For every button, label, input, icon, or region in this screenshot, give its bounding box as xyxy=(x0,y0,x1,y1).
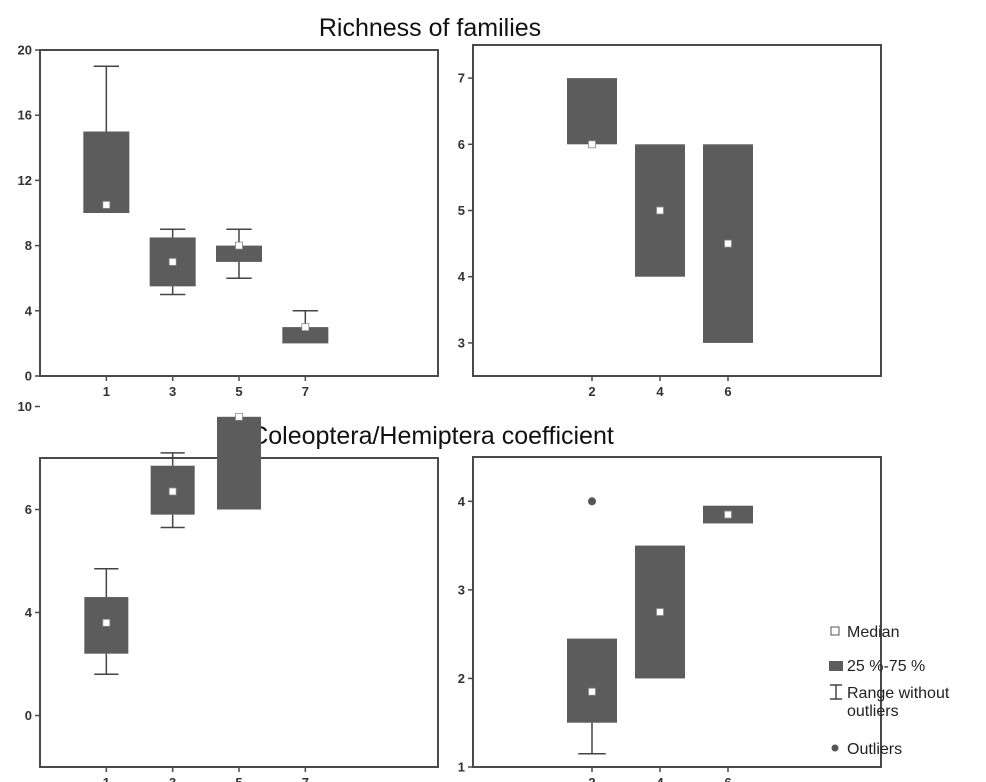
y-tick-label: 1 xyxy=(458,760,465,775)
legend-iqr-swatch xyxy=(829,661,843,671)
y-tick-label: 3 xyxy=(458,582,465,597)
plot-frame xyxy=(472,456,882,768)
median-marker xyxy=(724,239,732,248)
median-marker xyxy=(656,206,664,215)
median-marker xyxy=(235,412,243,421)
y-tick-label: 4 xyxy=(25,605,33,620)
x-tick-label: 4 xyxy=(656,775,664,782)
y-tick-label: 4 xyxy=(458,494,466,509)
x-tick-label: 3 xyxy=(169,384,176,399)
iqr-box xyxy=(83,131,130,213)
y-tick-label: 6 xyxy=(25,502,32,517)
x-tick-label: 1 xyxy=(103,775,110,782)
x-tick-label: 4 xyxy=(656,384,664,399)
x-tick-label: 6 xyxy=(724,775,731,782)
y-tick-label: 0 xyxy=(25,369,32,384)
y-tick-label: 0 xyxy=(25,708,32,723)
y-tick-label: 10 xyxy=(18,399,32,414)
x-tick-label: 5 xyxy=(235,775,242,782)
x-tick-label: 1 xyxy=(103,384,110,399)
plot-richness-odd-sites: 0 4 8 12 16 20 1 3 5 7 xyxy=(18,43,439,399)
median-marker xyxy=(102,200,111,209)
y-tick-label: 7 xyxy=(458,71,465,86)
section-title-coefficient: Coleoptera/Hemiptera coefficient xyxy=(250,422,614,450)
y-tick-label: 20 xyxy=(18,43,32,58)
median-marker xyxy=(168,257,177,266)
iqr-box xyxy=(217,416,261,510)
iqr-box xyxy=(282,327,329,344)
y-tick-label: 2 xyxy=(458,671,465,686)
plot-richness-even-sites: 3 4 5 6 7 2 4 6 xyxy=(458,44,882,399)
legend: Median 25 %-75 % Range without outliers … xyxy=(829,624,950,758)
median-marker xyxy=(235,241,243,250)
median-marker xyxy=(656,608,664,616)
y-tick-label: 16 xyxy=(18,108,32,123)
iqr-box xyxy=(567,638,617,723)
legend-range-icon xyxy=(830,684,842,700)
x-tick-label: 7 xyxy=(302,384,309,399)
legend-outlier-swatch xyxy=(831,744,839,752)
legend-range-label-line2: outliers xyxy=(847,703,899,720)
x-tick-label: 6 xyxy=(724,384,731,399)
legend-range-label-line1: Range without xyxy=(847,685,950,702)
iqr-box xyxy=(567,78,617,145)
plot-coefficient-even-sites: 1 2 3 4 2 4 6 xyxy=(458,456,882,782)
y-tick-label: 8 xyxy=(25,238,32,253)
x-tick-label: 5 xyxy=(235,384,242,399)
y-tick-label: 12 xyxy=(18,173,32,188)
legend-iqr-label: 25 %-75 % xyxy=(847,658,925,675)
y-tick-label: 3 xyxy=(458,335,465,350)
iqr-box xyxy=(216,245,262,262)
legend-median-swatch xyxy=(830,626,840,636)
legend-median-label: Median xyxy=(847,624,899,641)
outlier-point xyxy=(588,497,596,506)
section-title-richness: Richness of families xyxy=(319,14,541,42)
x-tick-label: 3 xyxy=(169,775,176,782)
y-tick-label: 4 xyxy=(458,269,466,284)
y-tick-label: 4 xyxy=(25,303,33,318)
median-marker xyxy=(588,687,596,696)
x-tick-label: 2 xyxy=(588,384,595,399)
legend-outliers-label: Outliers xyxy=(847,741,902,758)
x-tick-label: 2 xyxy=(588,775,595,782)
median-marker xyxy=(724,510,732,519)
y-tick-label: 6 xyxy=(458,137,465,152)
median-marker xyxy=(301,323,310,332)
y-tick-label: 5 xyxy=(458,203,465,218)
median-marker xyxy=(588,140,596,149)
median-marker xyxy=(168,487,177,496)
median-marker xyxy=(102,618,111,627)
plot-coefficient-odd-sites: 0 4 6 10 1 3 5 7 xyxy=(18,399,439,782)
x-tick-label: 7 xyxy=(302,775,309,782)
